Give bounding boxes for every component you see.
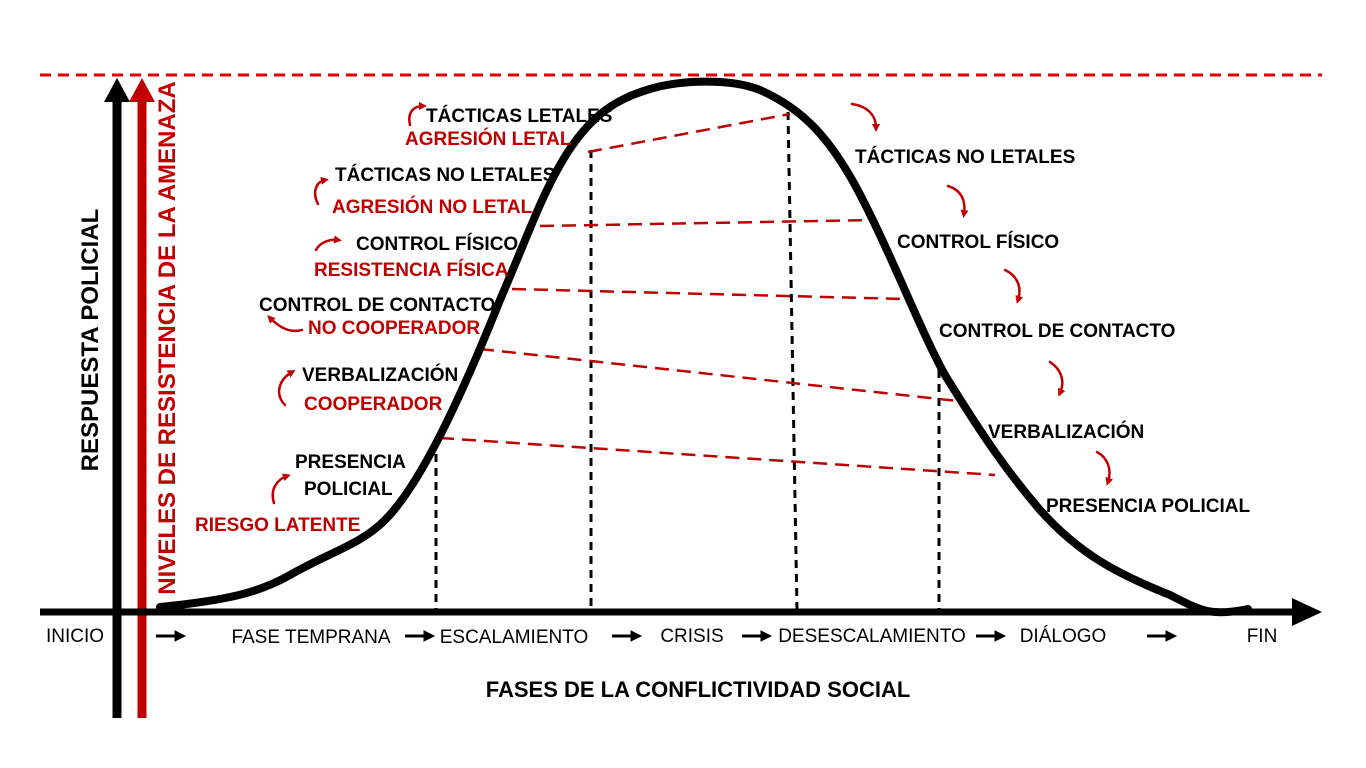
phase-divider <box>786 111 799 610</box>
right-arrow-icon <box>156 630 187 642</box>
phase-label-early: FASE TEMPRANA <box>231 627 390 648</box>
curved-arrow-up-icon <box>277 370 296 407</box>
phase-label-deescalation: DESESCALAMIENTO <box>778 626 966 647</box>
x-axis-title: FASES DE LA CONFLICTIVIDAD SOCIAL <box>486 677 911 702</box>
curved-arrow-down-icon <box>1003 268 1024 304</box>
level-link-line <box>539 218 876 228</box>
phase-labels: INICIO FASE TEMPRANA ESCALAMIENTO CRISIS… <box>46 626 1277 648</box>
escalation-labels: TÁCTICAS LETALES AGRESIÓN LETAL TÁCTICAS… <box>195 105 612 536</box>
right-arrow-icon <box>612 630 643 642</box>
escalation-response-label: TÁCTICAS NO LETALES <box>335 164 555 186</box>
level-link-lines <box>439 112 996 477</box>
escalation-response-label: POLICIAL <box>304 479 393 500</box>
curved-arrow-up-icon <box>408 102 427 127</box>
right-arrow-icon <box>976 630 1007 642</box>
escalation-resistance-label: AGRESIÓN NO LETAL <box>332 196 533 218</box>
police-response-label: RESPUESTA POLICIAL <box>77 209 104 472</box>
phase-label-escalation: ESCALAMIENTO <box>440 627 589 648</box>
deescalation-response-label: TÁCTICAS NO LETALES <box>855 146 1075 168</box>
curved-arrow-left-icon <box>267 315 304 333</box>
level-link-line <box>587 112 791 154</box>
deescalation-response-label: VERBALIZACIÓN <box>988 421 1144 443</box>
escalation-resistance-label: AGRESIÓN LETAL <box>405 128 572 150</box>
curved-arrow-up-icon <box>271 473 291 505</box>
curved-arrow-down-icon <box>1048 360 1066 397</box>
escalation-resistance-label: RIESGO LATENTE <box>195 515 360 536</box>
phase-label-end: FIN <box>1247 626 1278 647</box>
level-link-line <box>439 436 996 477</box>
escalation-resistance-label: NO COOPERADOR <box>308 318 480 339</box>
phases-axis <box>40 598 1322 626</box>
curved-arrow-up-icon <box>314 235 342 252</box>
conflict-bell-curve <box>156 77 1252 617</box>
phase-label-start: INICIO <box>46 626 104 647</box>
right-arrow-icon <box>742 630 773 642</box>
escalation-resistance-label: COOPERADOR <box>304 394 443 415</box>
deescalation-arrows <box>850 102 1114 486</box>
deescalation-response-label: CONTROL FÍSICO <box>897 231 1059 253</box>
threat-resistance-axis <box>129 78 155 718</box>
escalation-resistance-label: RESISTENCIA FÍSICA <box>314 259 509 281</box>
phase-label-crisis: CRISIS <box>660 626 723 647</box>
threat-resistance-label: NIVELES DE RESISTENCIA DE LA AMENAZA <box>154 81 181 594</box>
level-link-line <box>511 287 906 301</box>
phase-flow-arrows <box>156 630 1178 642</box>
curved-arrow-down-icon <box>850 102 880 132</box>
right-arrow-icon <box>1147 630 1178 642</box>
police-response-axis <box>104 78 130 718</box>
deescalation-response-label: CONTROL DE CONTACTO <box>939 321 1175 342</box>
deescalation-response-label: PRESENCIA POLICIAL <box>1046 496 1250 517</box>
escalation-arrows <box>267 102 427 505</box>
escalation-response-label: PRESENCIA <box>295 452 406 473</box>
curved-arrow-down-icon <box>946 184 969 218</box>
curved-arrow-down-icon <box>1095 450 1114 486</box>
phase-dividers <box>434 111 941 610</box>
escalation-response-label: CONTROL DE CONTACTO <box>259 295 495 316</box>
escalation-response-label: CONTROL FÍSICO <box>356 233 518 255</box>
deescalation-labels: TÁCTICAS NO LETALES CONTROL FÍSICO CONTR… <box>855 146 1250 517</box>
right-arrow-icon <box>405 630 436 642</box>
escalation-response-label: VERBALIZACIÓN <box>302 364 458 386</box>
level-link-line <box>479 347 959 403</box>
phase-label-dialogue: DIÁLOGO <box>1020 626 1107 647</box>
curved-arrow-up-icon <box>313 176 329 206</box>
escalation-response-label: TÁCTICAS LETALES <box>426 105 612 127</box>
